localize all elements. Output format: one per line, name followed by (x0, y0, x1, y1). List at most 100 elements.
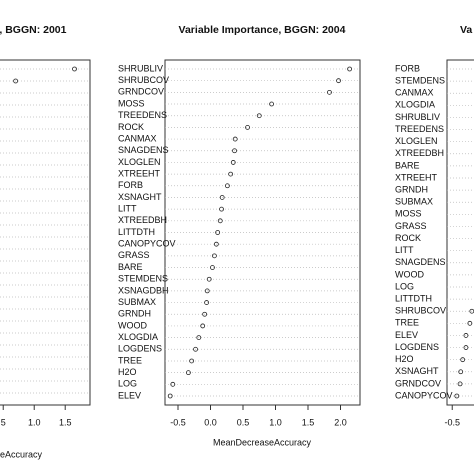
dot (269, 101, 275, 107)
category-label: LOGDENS (118, 344, 162, 354)
category-label: GRNDCOV (118, 87, 164, 97)
dot (189, 358, 195, 364)
category-label: BARE (118, 262, 143, 272)
dot (454, 393, 460, 399)
category-label: CANMAX (395, 88, 434, 98)
category-label: FORB (395, 63, 420, 73)
category-label: CANOPYCOV (118, 239, 176, 249)
category-label: SUBMAX (118, 297, 156, 307)
category-label: H2O (395, 354, 414, 364)
category-label: XTREEHT (395, 172, 438, 182)
x-tick-label: 2.0 (334, 417, 347, 427)
category-label: XSNAGHT (395, 366, 439, 376)
plot-box (446, 59, 474, 406)
category-label: XLOGDIA (395, 100, 435, 110)
category-label: ELEV (395, 330, 418, 340)
category-label: ELEV (118, 390, 141, 400)
dot (336, 78, 341, 84)
category-label: GRNDH (118, 309, 151, 319)
category-label: SHRUBCOV (395, 306, 446, 316)
dot (196, 335, 202, 341)
category-label: XTREEDBH (118, 215, 167, 225)
category-label: XLOGLEN (118, 157, 161, 167)
dot (206, 276, 212, 282)
dot (219, 195, 225, 200)
category-label: H2O (118, 367, 137, 377)
category-label: MOSS (118, 98, 145, 108)
category-label: SUBMAX (395, 197, 433, 207)
category-label: ROCK (395, 233, 421, 243)
category-label: XTREEDBH (395, 148, 444, 158)
dot (347, 66, 353, 72)
dot (167, 393, 173, 399)
dot (204, 300, 210, 305)
category-label: WOOD (395, 269, 424, 279)
category-label: GRNDH (395, 184, 428, 194)
category-label: LITTDTH (118, 227, 155, 237)
category-label: LITT (395, 245, 414, 255)
chart-title: Variable Importance, BGGN: 2004 (179, 24, 346, 36)
dot (232, 148, 237, 154)
dot (460, 357, 466, 363)
dot (463, 345, 469, 350)
x-tick-label: -0.5 (170, 417, 186, 427)
category-label: CANMAX (118, 133, 157, 143)
dot (256, 113, 262, 119)
dot (217, 218, 223, 224)
dot (213, 241, 219, 247)
category-label: LITT (118, 204, 137, 214)
category-label: CANOPYCOV (395, 390, 453, 400)
category-label: GRASS (395, 221, 427, 231)
category-label: MOSS (395, 209, 422, 219)
dot (185, 370, 191, 376)
dot (224, 183, 230, 189)
category-label: LITTDTH (395, 293, 432, 303)
dot (170, 381, 176, 387)
category-label: TREEDENS (118, 110, 167, 120)
dot (193, 346, 198, 352)
category-label: LOG (395, 281, 414, 291)
chart-title: e, BGGN: 2001 (0, 24, 67, 36)
dot (200, 323, 206, 329)
x-axis-label: MeanDecreaseAccuracy (213, 437, 312, 447)
category-label: XSNAGHT (118, 192, 162, 202)
category-label: SNAGDENS (118, 145, 169, 155)
category-label: TREE (118, 355, 142, 365)
category-label: BARE (395, 160, 420, 170)
dot (13, 78, 19, 84)
category-label: SHRUBLIV (118, 63, 163, 73)
x-tick-label: 0.0 (204, 417, 217, 427)
x-tick-label: 1.5 (302, 417, 315, 427)
category-label: XLOGLEN (395, 136, 438, 146)
category-label: XTREEHT (118, 168, 161, 178)
category-label: STEMDENS (395, 75, 445, 85)
dot (210, 265, 215, 270)
dot (457, 381, 463, 387)
dot (458, 369, 464, 375)
dot (232, 136, 238, 142)
category-label: XLOGDIA (118, 332, 158, 342)
category-label: SNAGDENS (395, 257, 446, 267)
category-label: GRASS (118, 250, 150, 260)
x-tick-label: -0.5 (444, 417, 460, 427)
dot (202, 311, 208, 317)
dot (245, 124, 250, 130)
dot (215, 230, 221, 235)
plot-box (0, 59, 91, 406)
dot (467, 320, 473, 326)
category-label: WOOD (118, 320, 147, 330)
category-label: SHRUBLIV (395, 112, 440, 122)
dot (219, 206, 224, 212)
x-tick-label: 1.0 (28, 417, 41, 427)
dot (72, 66, 77, 72)
category-label: LOG (118, 379, 137, 389)
category-label: STEMDENS (118, 274, 168, 284)
dot (211, 253, 217, 259)
x-axis-label: eAccuracy (0, 449, 43, 459)
x-tick-label: 1.5 (59, 417, 72, 427)
category-label: TREEDENS (395, 124, 444, 134)
dot (327, 89, 332, 95)
category-label: SHRUBCOV (118, 75, 169, 85)
x-tick-label: 1.0 (269, 417, 282, 427)
category-label: ROCK (118, 122, 144, 132)
